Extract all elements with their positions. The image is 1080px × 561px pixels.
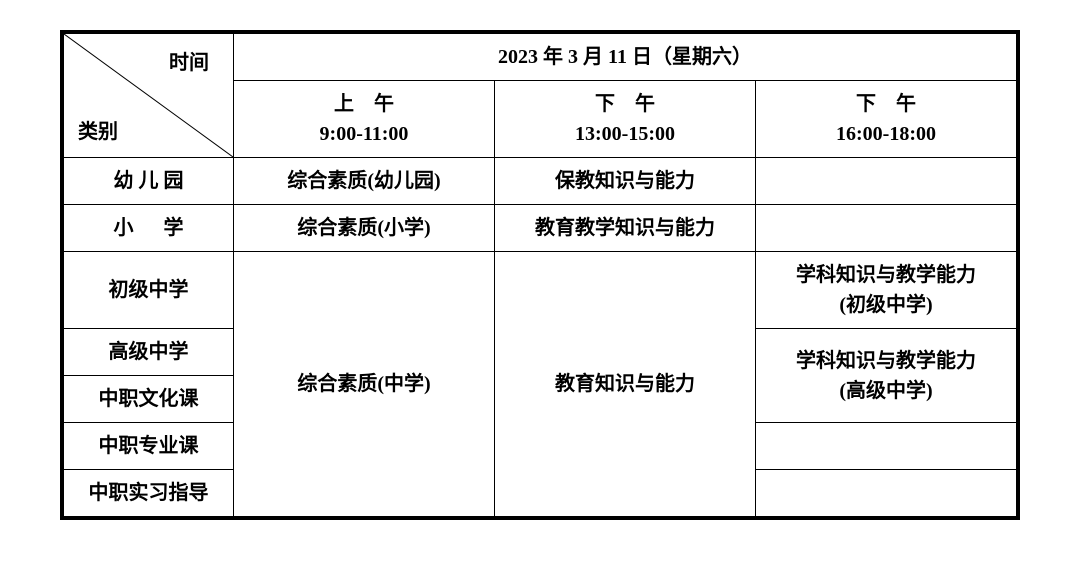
cell-morning: 综合素质(小学) (234, 205, 495, 252)
category-label: 中职专业课 (64, 423, 234, 470)
row-kindergarten: 幼 儿 园 综合素质(幼儿园) 保教知识与能力 (64, 158, 1017, 205)
corner-top-label: 时间 (169, 48, 209, 78)
session-label: 下 午 (856, 93, 916, 115)
cell-afternoon2 (756, 158, 1017, 205)
subject-line: 学科知识与教学能力(高级中学) (796, 350, 976, 402)
cell-morning-merged: 综合素质(中学) (234, 252, 495, 517)
category-label: 小 学 (64, 205, 234, 252)
session-label: 上 午 (334, 93, 394, 115)
row-junior: 初级中学 综合素质(中学) 教育知识与能力 学科知识与教学能力(初级中学) (64, 252, 1017, 329)
category-label: 中职实习指导 (64, 470, 234, 517)
session-time: 13:00-15:00 (575, 123, 675, 145)
session-1: 下 午 13:00-15:00 (495, 81, 756, 158)
header-row-1: 时间 类别 2023 年 3 月 11 日（星期六） (64, 34, 1017, 81)
cell-afternoon2: 学科知识与教学能力(初级中学) (756, 252, 1017, 329)
label-part-b: 学 (164, 217, 184, 239)
cell-afternoon1: 保教知识与能力 (495, 158, 756, 205)
cell-morning: 综合素质(幼儿园) (234, 158, 495, 205)
cell-afternoon1-merged: 教育知识与能力 (495, 252, 756, 517)
category-label: 中职文化课 (64, 376, 234, 423)
session-time: 9:00-11:00 (320, 123, 409, 145)
schedule-table: 时间 类别 2023 年 3 月 11 日（星期六） 上 午 9:00-11:0… (63, 33, 1017, 517)
cell-afternoon2-senior: 学科知识与教学能力(高级中学) (756, 329, 1017, 423)
session-0: 上 午 9:00-11:00 (234, 81, 495, 158)
cell-afternoon2-empty (756, 470, 1017, 517)
label-part-a: 小 (114, 217, 134, 239)
cell-afternoon1: 教育教学知识与能力 (495, 205, 756, 252)
session-time: 16:00-18:00 (836, 123, 936, 145)
category-label: 初级中学 (64, 252, 234, 329)
corner-cell: 时间 类别 (64, 34, 234, 158)
cell-afternoon2 (756, 205, 1017, 252)
category-label: 幼 儿 园 (64, 158, 234, 205)
cell-afternoon2-empty (756, 423, 1017, 470)
session-2: 下 午 16:00-18:00 (756, 81, 1017, 158)
date-title: 2023 年 3 月 11 日（星期六） (234, 34, 1017, 81)
row-primary: 小 学 综合素质(小学) 教育教学知识与能力 (64, 205, 1017, 252)
schedule-table-wrap: 时间 类别 2023 年 3 月 11 日（星期六） 上 午 9:00-11:0… (60, 30, 1020, 520)
corner-bottom-label: 类别 (78, 117, 118, 147)
session-label: 下 午 (595, 93, 655, 115)
subject-line1: 学科知识与教学能力(初级中学) (796, 264, 976, 316)
category-label: 高级中学 (64, 329, 234, 376)
